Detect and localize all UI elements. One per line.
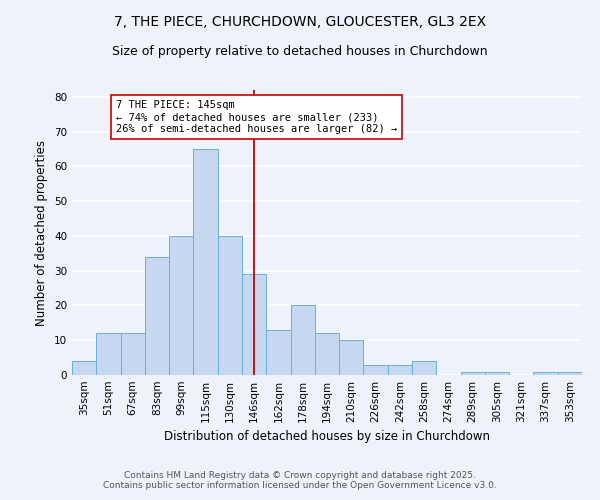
X-axis label: Distribution of detached houses by size in Churchdown: Distribution of detached houses by size …: [164, 430, 490, 444]
Bar: [533, 372, 558, 375]
Text: 7, THE PIECE, CHURCHDOWN, GLOUCESTER, GL3 2EX: 7, THE PIECE, CHURCHDOWN, GLOUCESTER, GL…: [114, 15, 486, 29]
Bar: [121, 334, 145, 375]
Y-axis label: Number of detached properties: Number of detached properties: [35, 140, 49, 326]
Text: 7 THE PIECE: 145sqm
← 74% of detached houses are smaller (233)
26% of semi-detac: 7 THE PIECE: 145sqm ← 74% of detached ho…: [116, 100, 397, 134]
Bar: [169, 236, 193, 375]
Bar: [193, 149, 218, 375]
Bar: [242, 274, 266, 375]
Bar: [218, 236, 242, 375]
Bar: [96, 334, 121, 375]
Bar: [461, 372, 485, 375]
Bar: [364, 364, 388, 375]
Bar: [145, 257, 169, 375]
Bar: [266, 330, 290, 375]
Bar: [485, 372, 509, 375]
Bar: [339, 340, 364, 375]
Bar: [290, 306, 315, 375]
Bar: [72, 361, 96, 375]
Bar: [412, 361, 436, 375]
Text: Size of property relative to detached houses in Churchdown: Size of property relative to detached ho…: [112, 45, 488, 58]
Bar: [315, 334, 339, 375]
Text: Contains HM Land Registry data © Crown copyright and database right 2025.
Contai: Contains HM Land Registry data © Crown c…: [103, 470, 497, 490]
Bar: [388, 364, 412, 375]
Bar: [558, 372, 582, 375]
